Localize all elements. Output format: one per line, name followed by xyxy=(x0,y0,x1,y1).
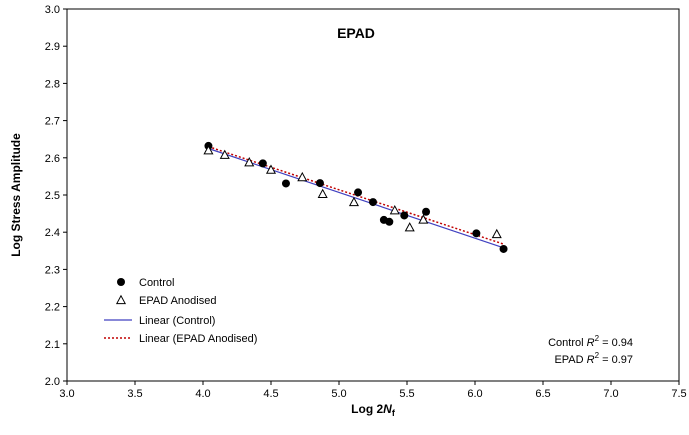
epad-point xyxy=(244,157,255,167)
y-tick-label: 2.8 xyxy=(45,78,60,90)
y-axis-title: Log Stress Amplitude xyxy=(9,133,23,257)
x-tick-label: 5.5 xyxy=(399,388,414,400)
control-point xyxy=(315,179,324,188)
x-axis-ticks: 3.0 3.5 4.0 4.5 5.0 5.5 6.0 6.5 7.0 7.5 xyxy=(59,381,687,400)
control-point xyxy=(400,211,409,220)
y-tick-label: 2.0 xyxy=(45,376,60,388)
legend-control-label: Control xyxy=(139,277,174,289)
control-r2-value: = 0.94 xyxy=(599,337,633,349)
epad-point xyxy=(404,222,415,232)
y-tick-label: 2.7 xyxy=(45,116,60,128)
x-axis-title: Log 2Nf xyxy=(351,402,396,418)
y-tick-label: 3.0 xyxy=(45,4,60,16)
x-tick-label: 4.0 xyxy=(195,388,210,400)
y-tick-label: 2.3 xyxy=(45,264,60,276)
legend-epad-label: EPAD Anodised xyxy=(139,295,216,307)
x-axis-title-sub: f xyxy=(392,408,396,418)
x-tick-label: 7.5 xyxy=(671,388,686,400)
trendlines xyxy=(208,145,504,249)
legend-linear-control-label: Linear (Control) xyxy=(139,315,215,327)
y-tick-label: 2.4 xyxy=(45,227,60,239)
control-point xyxy=(281,179,290,188)
x-tick-label: 3.5 xyxy=(127,388,142,400)
epad-point xyxy=(418,214,429,224)
epad-point xyxy=(389,205,400,215)
control-r2-annotation: Control R2 = 0.94 xyxy=(548,334,633,349)
legend-linear-epad-label: Linear (EPAD Anodised) xyxy=(139,333,257,345)
legend: Control EPAD Anodised Linear (Control) L… xyxy=(104,277,257,345)
epad-r2-annotation: EPAD R2 = 0.97 xyxy=(554,351,633,366)
control-point xyxy=(472,229,481,238)
x-axis-title-italic: N xyxy=(383,402,392,416)
y-tick-label: 2.9 xyxy=(45,41,60,53)
control-point xyxy=(258,159,267,168)
chart-title: EPAD xyxy=(337,25,375,41)
x-tick-label: 3.0 xyxy=(59,388,74,400)
epad-point xyxy=(219,149,230,159)
control-r2-symbol: R xyxy=(587,337,595,349)
control-r2-sup: 2 xyxy=(595,334,600,343)
epad-r2-value: = 0.97 xyxy=(599,354,633,366)
legend-control-marker xyxy=(117,278,125,286)
y-tick-label: 2.1 xyxy=(45,339,60,351)
y-axis-ticks: 2.0 2.1 2.2 2.3 2.4 2.5 2.6 2.7 2.8 2.9 3.0 xyxy=(45,4,67,388)
x-tick-label: 7.0 xyxy=(603,388,618,400)
epad-r2-prefix: EPAD xyxy=(554,354,586,366)
control-point xyxy=(422,207,431,216)
control-point xyxy=(369,198,377,207)
epad-r2-sup: 2 xyxy=(595,351,600,360)
y-tick-label: 2.2 xyxy=(45,302,60,314)
epad-point xyxy=(203,145,214,155)
epad-point xyxy=(297,171,308,182)
y-tick-label: 2.6 xyxy=(45,153,60,165)
y-tick-label: 2.5 xyxy=(45,190,60,202)
legend-epad-marker xyxy=(115,294,127,305)
x-tick-label: 6.5 xyxy=(535,388,550,400)
data-points xyxy=(203,141,508,253)
epad-point xyxy=(265,164,277,174)
control-point xyxy=(354,188,363,197)
epad-point xyxy=(317,188,328,198)
control-point xyxy=(385,217,394,226)
x-tick-label: 5.0 xyxy=(331,388,346,400)
x-axis-title-main: Log 2 xyxy=(351,402,383,416)
epad-point xyxy=(348,196,359,207)
control-r2-prefix: Control xyxy=(548,337,587,349)
trendline-control xyxy=(208,147,504,249)
x-tick-label: 6.0 xyxy=(467,388,482,400)
x-tick-label: 4.5 xyxy=(263,388,278,400)
epad-r2-symbol: R xyxy=(587,354,595,366)
control-point xyxy=(499,244,508,253)
epad-point xyxy=(491,228,502,239)
